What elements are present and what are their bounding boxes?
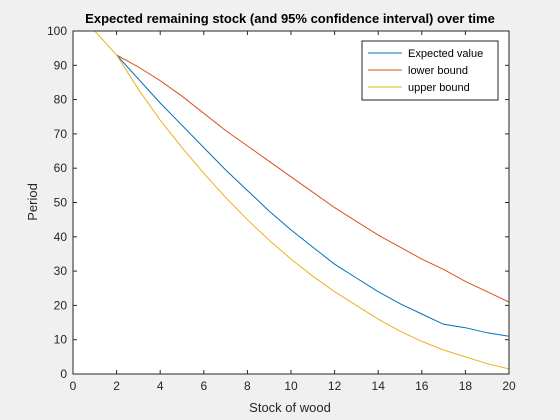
y-tick-label: 20 <box>54 298 68 312</box>
x-tick-label: 10 <box>284 379 298 393</box>
y-tick-label: 60 <box>54 161 68 175</box>
y-tick-label: 10 <box>54 333 68 347</box>
legend-label-2: lower bound <box>408 65 468 77</box>
x-tick-label: 2 <box>113 379 120 393</box>
legend: Expected value lower bound upper bound <box>361 40 499 101</box>
x-axis-label: Stock of wood <box>249 400 331 415</box>
x-tick-label: 8 <box>244 379 251 393</box>
x-tick-label: 14 <box>372 379 386 393</box>
series-line-1 <box>116 54 510 337</box>
legend-label-1: Expected value <box>408 48 483 60</box>
x-tick-label: 6 <box>200 379 207 393</box>
legend-label-3: upper bound <box>408 82 470 94</box>
y-tick-label: 90 <box>54 58 68 72</box>
y-axis-label: Period <box>25 183 40 221</box>
x-tick-label: 0 <box>70 379 77 393</box>
x-tick-label: 18 <box>459 379 473 393</box>
y-tick-label: 0 <box>60 367 67 381</box>
chart-title: Expected remaining stock (and 95% confid… <box>85 11 495 26</box>
y-tick-label: 70 <box>54 127 68 141</box>
series-line-2 <box>116 54 510 303</box>
y-tick-label: 80 <box>54 93 68 107</box>
x-tick-label: 12 <box>328 379 342 393</box>
y-tick-label: 50 <box>54 196 68 210</box>
x-tick-label: 20 <box>502 379 516 393</box>
y-tick-label: 30 <box>54 264 68 278</box>
x-tick-label: 16 <box>415 379 429 393</box>
y-tick-label: 100 <box>47 24 67 38</box>
series-line-3 <box>94 30 510 370</box>
x-tick-label: 4 <box>157 379 164 393</box>
y-tick-label: 40 <box>54 230 68 244</box>
